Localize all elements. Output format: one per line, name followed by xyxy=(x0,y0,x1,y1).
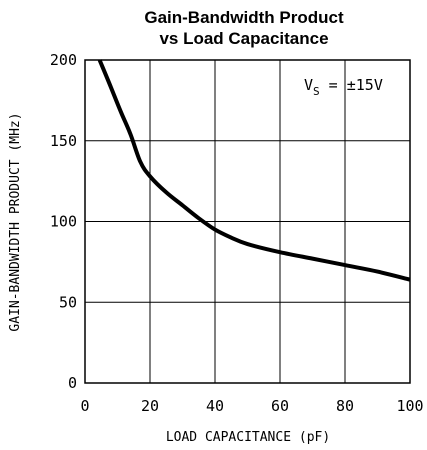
chart-title-line2: vs Load Capacitance xyxy=(159,29,328,48)
annotation-v: V xyxy=(304,76,313,94)
tick-labels: 0 20 40 60 80 100 0 50 100 150 200 xyxy=(50,51,424,415)
annotation-vs: VS = ±15V xyxy=(304,76,383,98)
annotation-subscript: S xyxy=(313,85,320,98)
x-axis-label: LOAD CAPACITANCE (pF) xyxy=(166,430,330,445)
grid xyxy=(85,60,410,383)
y-tick-label: 0 xyxy=(68,374,77,392)
y-tick-label: 200 xyxy=(50,51,77,69)
x-tick-label: 80 xyxy=(336,397,354,415)
x-tick-label: 0 xyxy=(80,397,89,415)
y-tick-label: 100 xyxy=(50,213,77,231)
y-axis-label: GAIN-BANDWIDTH PRODUCT (MHz) xyxy=(8,112,23,331)
series xyxy=(97,59,411,282)
x-tick-label: 20 xyxy=(141,397,159,415)
y-tick-label: 50 xyxy=(59,293,77,311)
x-tick-label: 100 xyxy=(396,397,423,415)
x-tick-label: 40 xyxy=(206,397,224,415)
x-tick-label: 60 xyxy=(271,397,289,415)
gbw-series-line xyxy=(97,59,411,282)
chart-title-line1: Gain-Bandwidth Product xyxy=(144,8,344,27)
plot-frame xyxy=(84,59,411,384)
annotation-rest: = ±15V xyxy=(320,76,383,94)
y-tick-label: 150 xyxy=(50,132,77,150)
